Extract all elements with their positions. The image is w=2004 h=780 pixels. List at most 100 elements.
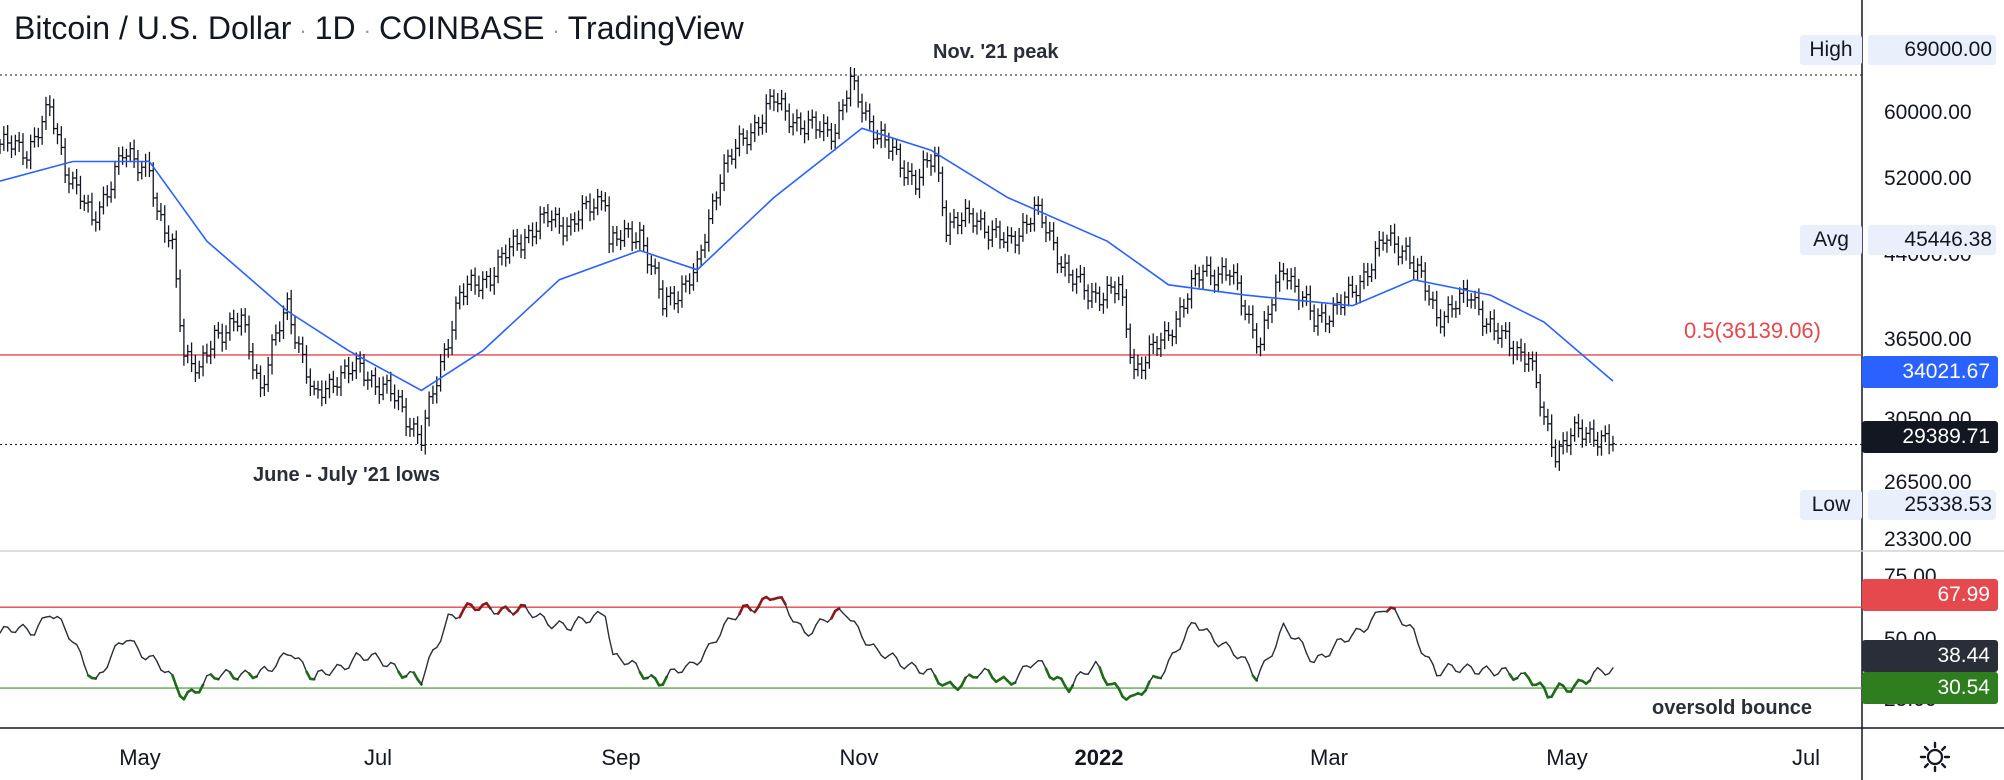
rsi-segment <box>263 665 269 672</box>
ohlc-bar <box>124 148 129 168</box>
rsi-segment <box>891 652 898 659</box>
rsi-segment <box>0 625 5 634</box>
ohlc-bar <box>47 95 52 117</box>
ohlc-bar <box>201 345 206 377</box>
rsi-segment <box>439 627 446 642</box>
ohlc-bar <box>507 237 512 264</box>
ohlc-bar <box>894 138 899 155</box>
rsi-segment <box>174 684 182 698</box>
rsi-segment <box>367 653 373 661</box>
rsi-segment <box>1026 665 1032 669</box>
low-value: 25338.53 <box>1868 490 1996 520</box>
ohlc-bar <box>699 244 704 267</box>
rsi-segment <box>275 656 281 668</box>
ohlc-bar <box>247 315 252 360</box>
rsi-segment <box>83 664 89 677</box>
interval-label[interactable]: 1D <box>314 10 356 46</box>
ohlc-bar <box>185 344 190 364</box>
rsi-segment <box>830 609 837 620</box>
time-tick: Jul <box>363 745 393 770</box>
ohlc-bar <box>13 134 18 156</box>
rsi-segment <box>432 646 438 651</box>
ohlc-bar <box>1116 276 1121 301</box>
ohlc-bar <box>994 218 999 238</box>
rsi-segment <box>796 621 802 625</box>
rsi-segment <box>577 616 584 620</box>
ohlc-bar <box>714 191 719 211</box>
ohlc-bar <box>599 190 604 211</box>
rsi-segment <box>1482 665 1488 670</box>
ohlc-bar <box>1285 268 1290 290</box>
ohlc-bar <box>695 250 700 283</box>
rsi-segment <box>738 604 745 616</box>
ohlc-bar <box>158 203 163 222</box>
rsi-segment <box>1459 666 1465 674</box>
ohlc-bar <box>1212 269 1217 293</box>
rsi-segment <box>696 660 702 666</box>
ohlc-bar <box>197 360 202 379</box>
rsi-segment <box>72 641 78 646</box>
rsi-segment <box>351 652 358 661</box>
ohlc-bar <box>396 389 401 411</box>
rsi-pane <box>0 595 1862 701</box>
rsi-segment <box>1164 659 1170 673</box>
ohlc-bar <box>1469 293 1474 309</box>
peak-annotation: Nov. '21 peak <box>933 41 1059 63</box>
rsi-segment <box>1443 662 1449 670</box>
ohlc-bar <box>1001 232 1006 249</box>
rsi-segment <box>1351 627 1357 636</box>
ohlc-bar <box>1534 351 1539 389</box>
rsi-segment <box>1305 652 1311 663</box>
ohlc-bar <box>653 258 658 275</box>
high-label: High <box>1800 35 1862 65</box>
ohlc-bar <box>702 233 707 259</box>
ohlc-bar <box>668 286 673 306</box>
ohlc-bar <box>633 232 638 250</box>
ohlc-bar <box>1488 311 1493 333</box>
ohlc-bar <box>400 389 405 413</box>
rsi-segment <box>1091 660 1097 670</box>
rsi-segment <box>64 628 70 640</box>
rsi-segment <box>1263 657 1269 662</box>
ohlc-bar <box>913 169 918 195</box>
ohlc-bar <box>1292 267 1297 293</box>
fib-level-label: 0.5(36139.06) <box>1684 318 1821 343</box>
rsi-segment <box>1608 667 1614 675</box>
ohlc-bar <box>1066 254 1071 284</box>
rsi-segment <box>1313 654 1319 664</box>
ohlc-bar <box>166 225 171 248</box>
ohlc-bar <box>1005 226 1010 252</box>
lows-annotation: June - July '21 lows <box>253 464 441 486</box>
ohlc-bar <box>875 129 880 145</box>
ohlc-bar <box>327 373 332 399</box>
ohlc-bar <box>0 139 2 154</box>
ohlc-bar <box>1308 285 1313 321</box>
ohlc-bar <box>1446 296 1451 324</box>
ohlc-bar <box>1315 308 1320 336</box>
rsi-segment <box>1462 663 1469 669</box>
ohlc-bar <box>208 340 213 365</box>
ohlc-bar <box>1610 435 1615 452</box>
ohlc-bar <box>1480 300 1485 336</box>
ohlc-bar <box>534 221 539 245</box>
ohlc-bar <box>1082 266 1087 300</box>
ohlc-bar <box>319 380 324 407</box>
rsi-segment <box>328 669 335 676</box>
ohlc-bar <box>109 181 114 203</box>
ohlc-bar <box>1239 275 1244 316</box>
rsi-segment <box>987 669 994 679</box>
rsi-segment <box>673 668 679 674</box>
ohlc-bar <box>867 103 872 130</box>
ohlc-bar <box>430 385 435 404</box>
rsi-segment <box>903 664 909 670</box>
rsi-segment <box>60 618 66 630</box>
ohlc-bar <box>982 211 987 239</box>
settings-gear-icon[interactable] <box>1918 740 1952 774</box>
title-separator: · <box>299 17 307 43</box>
ohlc-bar <box>484 270 489 289</box>
rsi-segment <box>704 643 710 653</box>
rsi-segment <box>504 605 511 613</box>
ohlc-bar <box>1599 430 1604 456</box>
ohlc-bar <box>783 92 788 121</box>
